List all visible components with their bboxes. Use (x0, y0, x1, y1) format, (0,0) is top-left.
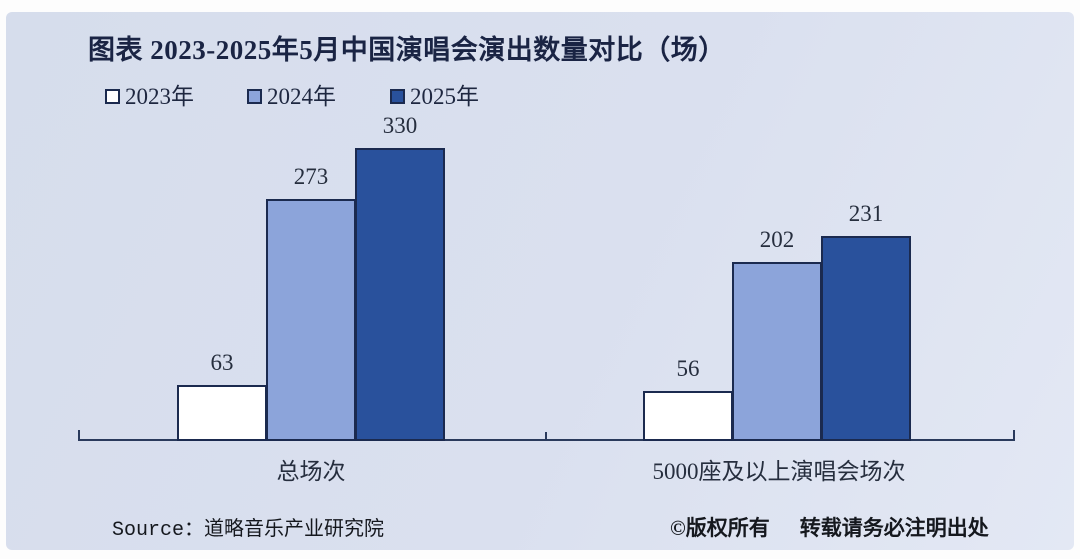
legend-swatch-2024 (247, 88, 262, 104)
bar-2024年-5000座及以上演唱会场次 (732, 262, 822, 441)
bar-2025年-总场次 (355, 148, 445, 441)
legend-label-2023: 2023年 (125, 83, 194, 109)
source-note: Source：道略音乐产业研究院 (112, 519, 385, 542)
bar-2025年-5000座及以上演唱会场次 (821, 236, 911, 441)
legend-item-2025: 2025年 (390, 83, 479, 109)
bar-2023年-总场次 (177, 385, 267, 441)
x-axis-tick-right (1013, 430, 1015, 441)
category-label-total: 总场次 (276, 459, 346, 484)
legend-label-2025: 2025年 (410, 83, 479, 109)
bar-value-label-2023年-总场次: 63 (210, 350, 234, 375)
legend-swatch-2025 (390, 88, 405, 104)
bar-value-label-2025年-总场次: 330 (382, 113, 418, 138)
legend-item-2023: 2023年 (105, 83, 194, 109)
legend-item-2024: 2024年 (247, 83, 336, 109)
copyright-reprint-text: 转载请务必注明出处 (799, 516, 989, 540)
x-axis-tick-left (78, 430, 80, 441)
bar-value-label-2025年-5000座及以上演唱会场次: 231 (848, 201, 884, 226)
category-label-5000plus: 5000座及以上演唱会场次 (652, 459, 906, 484)
bar-2024年-总场次 (266, 199, 356, 441)
bar-value-label-2024年-5000座及以上演唱会场次: 202 (759, 227, 795, 252)
bar-value-label-2023年-5000座及以上演唱会场次: 56 (676, 356, 700, 381)
copyright-symbol-text: ©版权所有 (670, 516, 770, 540)
legend-swatch-2023 (105, 88, 120, 104)
bar-value-label-2024年-总场次: 273 (293, 164, 329, 189)
chart-title: 图表 2023-2025年5月中国演唱会演出数量对比（场） (88, 35, 726, 65)
x-axis-tick-middle (545, 432, 547, 441)
bar-2023年-5000座及以上演唱会场次 (643, 391, 733, 441)
copyright-note: ©版权所有 转载请务必注明出处 (670, 512, 989, 542)
legend-label-2024: 2024年 (267, 83, 336, 109)
